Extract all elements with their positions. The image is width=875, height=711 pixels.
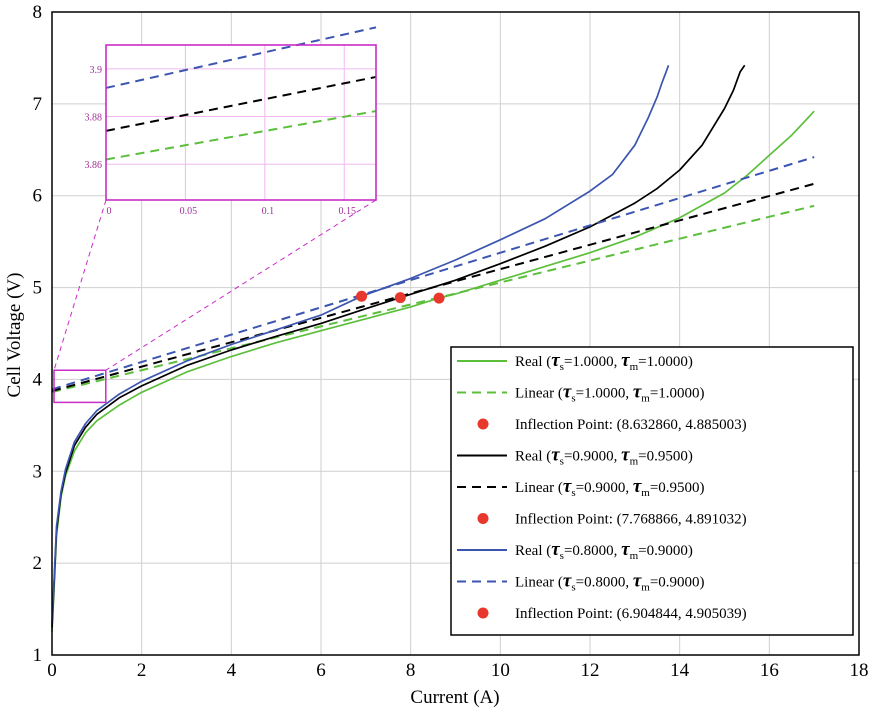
inset-y-tick-label: 3.9: [90, 65, 103, 76]
y-tick-label: 8: [33, 2, 43, 23]
x-tick-label: 8: [406, 660, 416, 681]
legend-label: Inflection Point: (8.632860, 4.885003): [515, 417, 747, 433]
legend-marker: [477, 513, 489, 524]
x-tick-label: 2: [137, 660, 147, 681]
inset-x-tick-label: 0.15: [338, 206, 356, 217]
series-line-1: [51, 204, 815, 394]
inset-background: [106, 45, 376, 200]
legend-label: Real (τs=1.0000, τm=1.0000): [515, 350, 693, 373]
legend-label: Real (τs=0.9000, τm=0.9500): [515, 445, 693, 468]
x-tick-label: 14: [670, 660, 690, 681]
legend-label: Linear (τs=0.9000, τm=0.9500): [515, 476, 705, 499]
inflection-point-2: [433, 292, 445, 304]
legend-label: Inflection Point: (6.904844, 4.905039): [515, 606, 747, 622]
axes-frame: [51, 11, 860, 656]
legend-marker: [477, 607, 489, 619]
legend-label: Linear (τs=0.8000, τm=0.9000): [515, 571, 705, 594]
inset-y-tick-label: 3.88: [85, 113, 103, 124]
x-tick-label: 4: [227, 660, 237, 681]
legend: Real (τs=1.0000, τm=1.0000) Linear (τs=1.…: [450, 346, 854, 636]
legend-label: Linear (τs=1.0000, τm=1.0000): [515, 382, 705, 405]
inflection-point-8: [356, 290, 368, 302]
x-tick-label: 12: [581, 660, 600, 681]
zoom-connector-left: [53, 199, 107, 371]
inset-x-tick-label: 0.05: [180, 206, 198, 217]
y-tick-label: 3: [33, 461, 43, 482]
series-line-4: [51, 182, 815, 392]
y-tick-label: 4: [33, 369, 43, 390]
series-group: [51, 64, 815, 633]
series-line-6: [51, 65, 670, 623]
series-line-7: [51, 156, 815, 391]
y-tick-label: 6: [33, 186, 43, 207]
y-tick-label: 1: [33, 645, 43, 666]
inset-x-tick-label: 0: [107, 206, 112, 217]
inset-line-1: [105, 75, 377, 132]
legend-marker: [477, 418, 489, 430]
y-tick-label: 7: [33, 94, 43, 115]
inset-x-tick-label: 0.1: [262, 206, 275, 217]
inset-y-tick-label: 3.86: [85, 160, 103, 171]
legend-label: Inflection Point: (7.768866, 4.891032): [515, 512, 747, 528]
x-tick-label: 10: [491, 660, 510, 681]
x-tick-label: 18: [850, 660, 869, 681]
x-tick-label: 6: [316, 660, 326, 681]
inflection-point-5: [394, 292, 406, 304]
series-line-0: [51, 110, 815, 633]
y-tick-label: 2: [33, 553, 43, 574]
inset-frame: [105, 44, 377, 201]
inset-plot: 0 0.05 0.1 0.15 3.86 3.88 3.9: [85, 26, 377, 217]
inset-line-2: [105, 110, 377, 161]
series-line-3: [51, 64, 746, 628]
inset-line-0: [105, 26, 377, 89]
zoom-region-box: [53, 369, 107, 404]
x-axis-label: Current (A): [410, 687, 499, 708]
x-tick-label: 16: [760, 660, 779, 681]
y-tick-label: 5: [33, 278, 43, 299]
x-tick-label: 0: [47, 660, 57, 681]
y-axis-label: Cell Voltage (V): [4, 273, 25, 398]
legend-label: Real (τs=0.8000, τm=0.9000): [515, 539, 693, 562]
legend-box: [450, 346, 854, 636]
